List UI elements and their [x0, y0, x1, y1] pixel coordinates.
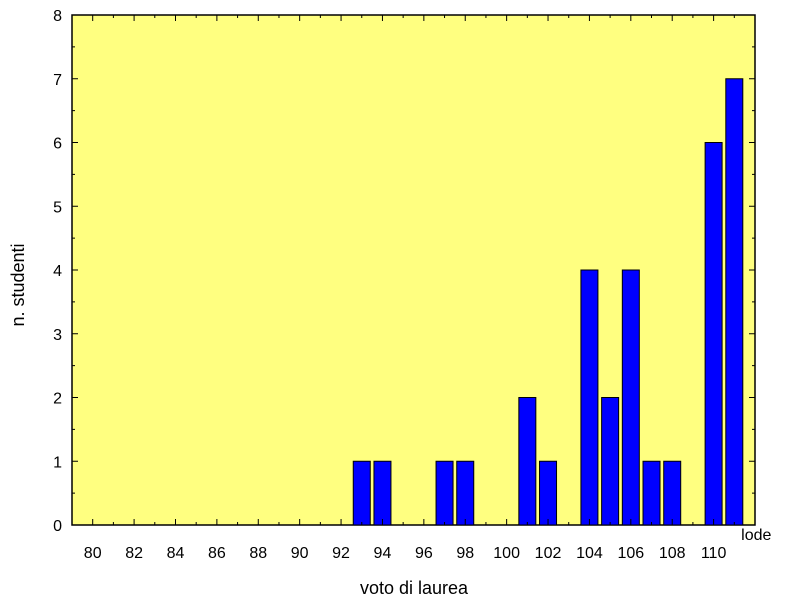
bar-94 — [373, 460, 392, 526]
plot-area — [71, 14, 756, 526]
x-tick-label: 90 — [291, 545, 309, 562]
bar-108 — [663, 460, 682, 526]
bar-104 — [580, 269, 599, 526]
x-tick-label: 108 — [659, 545, 686, 562]
bar-102 — [539, 460, 558, 526]
x-tick-label: 104 — [576, 545, 603, 562]
bar-lode — [725, 78, 744, 526]
x-tick-label: 110 — [701, 545, 727, 562]
x-tick-label: 100 — [493, 545, 520, 562]
tick-labels-group: 80 82 84 86 88 90 92 94 96 98 100 102 104 106 108 110lo… — [53, 8, 771, 562]
y-axis-label: n. studenti — [8, 243, 28, 326]
x-tick-label: 96 — [415, 545, 433, 562]
x-tick-label: 106 — [617, 545, 644, 562]
x-tick-label: 80 — [84, 545, 102, 562]
y-tick-label: 0 — [53, 518, 62, 535]
x-tick-label: 98 — [456, 545, 474, 562]
y-tick-label: 4 — [53, 263, 62, 280]
y-tick-label: 6 — [53, 136, 62, 153]
bar-107 — [642, 460, 661, 526]
x-tick-label: 94 — [374, 545, 392, 562]
x-tick-label: 86 — [208, 545, 226, 562]
y-tick-label: 2 — [53, 391, 62, 408]
x-tick-label: 102 — [535, 545, 562, 562]
bar-101 — [518, 397, 537, 526]
y-tick-label: 8 — [53, 8, 62, 25]
bar-106 — [621, 269, 640, 526]
y-tick-label: 5 — [53, 199, 62, 216]
x-tick-label-lode: lode — [741, 527, 771, 544]
x-axis-label: voto di laurea — [360, 578, 469, 598]
y-tick-label: 3 — [53, 327, 62, 344]
x-tick-label: 82 — [125, 545, 143, 562]
x-tick-label: 92 — [332, 545, 350, 562]
ticks-group — [72, 14, 755, 526]
y-tick-label: 1 — [53, 454, 62, 471]
x-tick-label: 88 — [249, 545, 267, 562]
bar-110 — [704, 142, 723, 526]
bar-93 — [352, 460, 371, 526]
bar-105 — [601, 397, 620, 526]
x-tick-label: 84 — [167, 545, 185, 562]
y-tick-label: 7 — [53, 72, 62, 89]
bar-98 — [456, 460, 475, 526]
bar-97 — [435, 460, 454, 526]
